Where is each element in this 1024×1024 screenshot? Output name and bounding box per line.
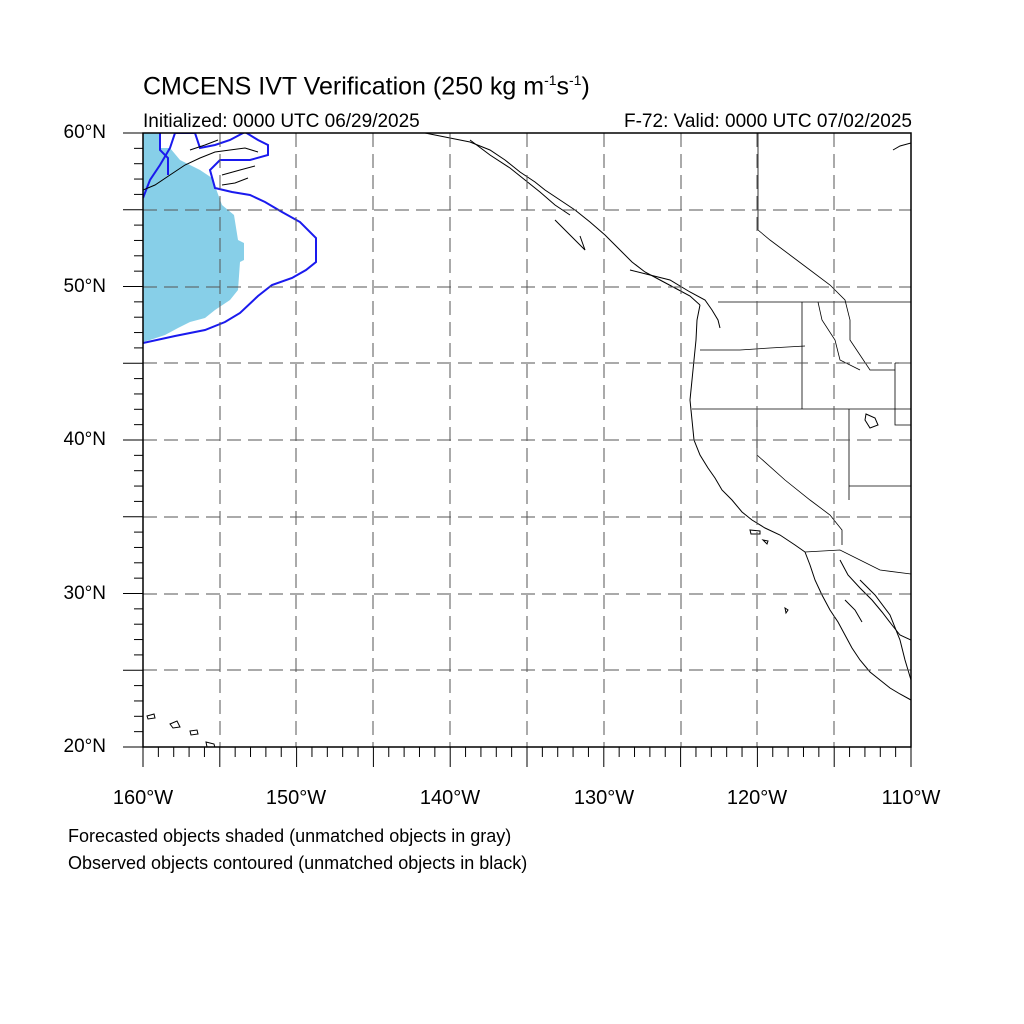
gridlines: [143, 133, 911, 747]
legend-observed-note: Observed objects contoured (unmatched ob…: [68, 853, 528, 873]
political-borders: [692, 133, 911, 575]
lat-label-60: 60°N: [63, 122, 106, 143]
lon-label-140w: 140°W: [419, 787, 481, 809]
axis-ticks: [123, 132, 912, 767]
coastlines: [143, 133, 911, 747]
lat-label-40: 40°N: [63, 429, 106, 450]
legend-forecast-note: Forecasted objects shaded (unmatched obj…: [68, 826, 512, 846]
valid-time: F-72: Valid: 0000 UTC 07/02/2025: [624, 111, 912, 132]
observed-object-contour: [143, 133, 317, 344]
forecast-object-shaded: [143, 133, 244, 342]
initialized-time: Initialized: 0000 UTC 06/29/2025: [143, 111, 420, 132]
chart-title: CMCENS IVT Verification (250 kg m-1s-1): [143, 72, 590, 101]
observed-object-contour-north: [159, 133, 169, 175]
lon-label-130w: 130°W: [573, 787, 635, 809]
lon-label-160w: 160°W: [112, 787, 174, 809]
lon-label-110w: 110°W: [881, 787, 941, 809]
lon-label-120w: 120°W: [726, 787, 788, 809]
lat-label-20: 20°N: [63, 736, 106, 757]
map-frame: [142, 132, 912, 748]
lon-label-150w: 150°W: [265, 787, 327, 809]
lat-label-30: 30°N: [63, 583, 106, 604]
lat-label-50: 50°N: [63, 276, 106, 297]
